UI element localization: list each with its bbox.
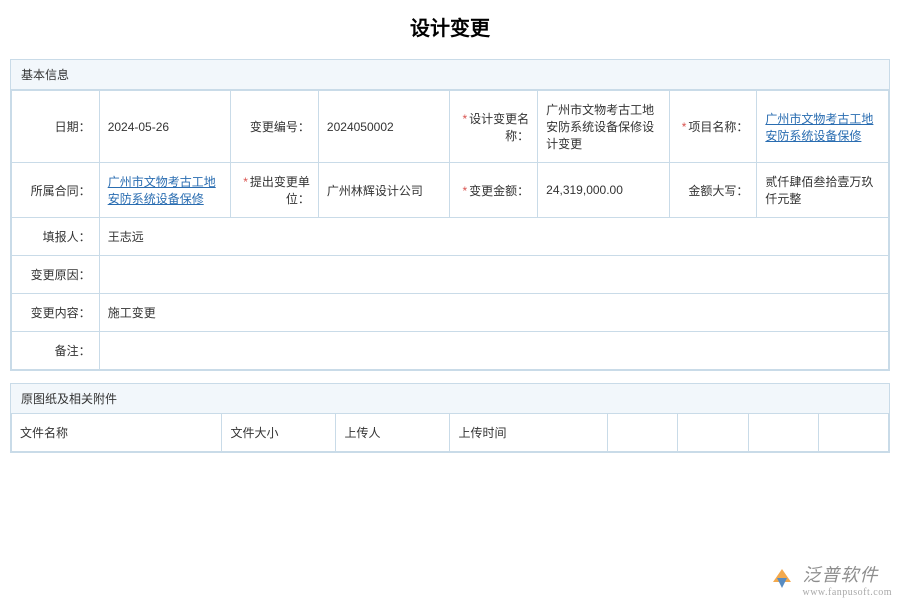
attachment-header: 原图纸及相关附件 <box>11 384 889 414</box>
watermark-text: 泛普软件 www.fanpusoft.com <box>802 561 892 598</box>
value-change-reason <box>99 256 888 294</box>
contract-link[interactable]: 广州市文物考古工地安防系统设备保修 <box>108 175 216 206</box>
label-change-reason: 变更原因： <box>12 256 100 294</box>
watermark-cn: 泛普软件 <box>802 561 892 587</box>
table-row: 变更内容： 施工变更 <box>12 294 889 332</box>
label-text: 提出变更单位： <box>250 175 310 206</box>
basic-info-section: 基本信息 日期： 2024-05-26 变更编号： 2024050002 *设计… <box>10 59 890 371</box>
value-remark <box>99 332 888 370</box>
col-file-name: 文件名称 <box>12 414 222 452</box>
label-change-amount: *变更金额： <box>450 163 538 218</box>
label-contract: 所属合同： <box>12 163 100 218</box>
label-reporter: 填报人： <box>12 218 100 256</box>
col-empty <box>678 414 748 452</box>
col-upload-time: 上传时间 <box>450 414 608 452</box>
attachment-header-row: 文件名称 文件大小 上传人 上传时间 <box>12 414 889 452</box>
value-reporter: 王志远 <box>99 218 888 256</box>
attachment-table: 文件名称 文件大小 上传人 上传时间 <box>11 414 889 452</box>
required-marker: * <box>462 184 467 198</box>
project-name-link[interactable]: 广州市文物考古工地安防系统设备保修 <box>765 112 873 143</box>
table-row: 备注： <box>12 332 889 370</box>
label-project-name: *项目名称： <box>669 91 757 163</box>
table-row: 所属合同： 广州市文物考古工地安防系统设备保修 *提出变更单位： 广州林辉设计公… <box>12 163 889 218</box>
value-project-name: 广州市文物考古工地安防系统设备保修 <box>757 91 889 163</box>
attachment-section: 原图纸及相关附件 文件名称 文件大小 上传人 上传时间 <box>10 383 890 453</box>
col-empty <box>818 414 888 452</box>
label-remark: 备注： <box>12 332 100 370</box>
value-date: 2024-05-26 <box>99 91 231 163</box>
basic-info-header: 基本信息 <box>11 60 889 90</box>
required-marker: * <box>243 175 248 189</box>
label-text: 项目名称： <box>688 120 748 134</box>
watermark: 泛普软件 www.fanpusoft.com <box>768 561 892 598</box>
col-file-size: 文件大小 <box>222 414 336 452</box>
logo-icon <box>768 566 796 594</box>
col-empty <box>748 414 818 452</box>
value-change-amount: 24,319,000.00 <box>538 163 670 218</box>
required-marker: * <box>682 120 687 134</box>
table-row: 填报人： 王志远 <box>12 218 889 256</box>
label-design-change-name: *设计变更名称： <box>450 91 538 163</box>
value-change-no: 2024050002 <box>318 91 450 163</box>
page-title: 设计变更 <box>0 0 900 59</box>
col-uploader: 上传人 <box>336 414 450 452</box>
value-contract: 广州市文物考古工地安防系统设备保修 <box>99 163 231 218</box>
watermark-en: www.fanpusoft.com <box>802 587 892 598</box>
label-text: 设计变更名称： <box>469 112 529 143</box>
value-change-content: 施工变更 <box>99 294 888 332</box>
required-marker: * <box>462 112 467 126</box>
label-change-no: 变更编号： <box>231 91 319 163</box>
label-propose-unit: *提出变更单位： <box>231 163 319 218</box>
label-date: 日期： <box>12 91 100 163</box>
value-amount-cn: 贰仟肆佰叁拾壹万玖仟元整 <box>757 163 889 218</box>
label-change-content: 变更内容： <box>12 294 100 332</box>
value-propose-unit: 广州林辉设计公司 <box>318 163 450 218</box>
value-design-change-name: 广州市文物考古工地安防系统设备保修设计变更 <box>538 91 670 163</box>
col-empty <box>608 414 678 452</box>
basic-info-table: 日期： 2024-05-26 变更编号： 2024050002 *设计变更名称：… <box>11 90 889 370</box>
table-row: 变更原因： <box>12 256 889 294</box>
label-text: 变更金额： <box>469 184 529 198</box>
label-amount-cn: 金额大写： <box>669 163 757 218</box>
table-row: 日期： 2024-05-26 变更编号： 2024050002 *设计变更名称：… <box>12 91 889 163</box>
